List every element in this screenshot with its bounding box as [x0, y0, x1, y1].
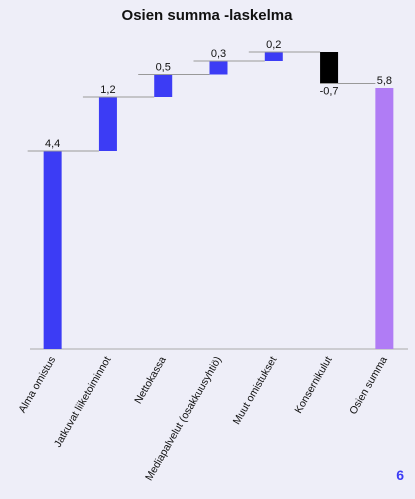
bar	[375, 88, 394, 349]
x-tick-label: Muut omistukset	[231, 354, 280, 426]
x-tick-label: Nettokassa	[132, 354, 169, 406]
bar	[43, 151, 62, 349]
bar	[320, 52, 339, 84]
page-number: 6	[396, 467, 404, 483]
x-tick-label: Jatkuvat liiketoiminnot	[52, 354, 114, 449]
x-tick-label: Alma omistus	[16, 355, 58, 416]
chart-title: Osien summa -laskelma	[122, 7, 294, 24]
value-label: 1,2	[100, 84, 115, 96]
x-tick-label: Osien summa	[347, 354, 390, 416]
value-label: 0,2	[266, 39, 281, 51]
value-label: 0,3	[211, 48, 226, 60]
bar	[98, 97, 117, 151]
value-label: 4,4	[45, 138, 60, 150]
value-label: 5,8	[377, 75, 392, 87]
bar	[264, 52, 283, 61]
bar	[209, 61, 228, 75]
bar	[154, 74, 173, 97]
value-label: -0,7	[320, 86, 339, 98]
value-label: 0,5	[156, 62, 171, 74]
x-tick-label: Konsernikulut	[292, 354, 334, 415]
